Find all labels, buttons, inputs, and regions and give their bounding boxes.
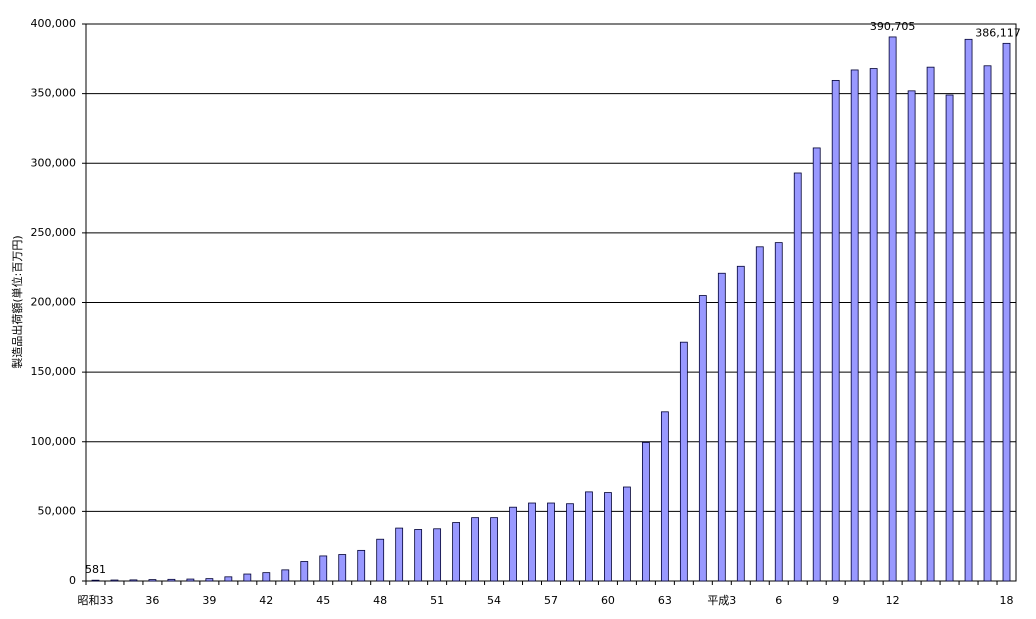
bar xyxy=(395,527,404,582)
value-label: 386,117 xyxy=(975,26,1021,39)
x-tick-label: 平成3 xyxy=(707,594,736,607)
bar xyxy=(736,265,745,582)
bar xyxy=(281,569,290,582)
bar xyxy=(604,492,612,582)
bar xyxy=(433,528,442,582)
x-tick-label: 45 xyxy=(316,594,330,607)
bar xyxy=(623,486,631,582)
bar xyxy=(129,579,138,582)
x-tick-label: 54 xyxy=(487,594,501,607)
bar xyxy=(148,579,157,582)
bar xyxy=(1002,42,1011,582)
bar xyxy=(641,442,650,582)
x-tick-label: 48 xyxy=(373,594,387,607)
bar xyxy=(509,506,517,582)
bar xyxy=(471,517,479,582)
y-tick-label: 100,000 xyxy=(31,435,77,448)
bar xyxy=(964,38,973,582)
y-tick-label: 150,000 xyxy=(31,365,77,378)
value-label: 581 xyxy=(85,563,106,576)
y-tick-label: 350,000 xyxy=(31,87,77,100)
bar xyxy=(812,147,821,582)
bar xyxy=(490,517,498,582)
bar xyxy=(414,529,423,582)
y-tick-label: 0 xyxy=(69,574,76,587)
x-tick-label: 39 xyxy=(202,594,216,607)
x-tick-label: 12 xyxy=(886,594,900,607)
bar xyxy=(205,578,214,582)
bar xyxy=(262,572,271,582)
bar xyxy=(888,36,897,582)
bar xyxy=(660,411,669,582)
bar xyxy=(793,172,802,582)
x-tick-label: 42 xyxy=(259,594,273,607)
x-tick-label: 36 xyxy=(145,594,159,607)
bar xyxy=(831,79,840,582)
bar xyxy=(755,246,764,582)
y-tick-label: 50,000 xyxy=(38,504,77,517)
x-tick-label: 6 xyxy=(775,594,782,607)
bar xyxy=(528,502,536,582)
value-label: 390,705 xyxy=(870,20,916,33)
bar xyxy=(338,554,347,582)
bar xyxy=(91,579,100,582)
bar xyxy=(376,538,385,582)
y-axis-label: 製造品出荷額(単位:百万円) xyxy=(10,235,24,368)
bar xyxy=(869,68,878,582)
x-tick-label: 18 xyxy=(1000,594,1014,607)
bar xyxy=(186,578,195,582)
y-tick-label: 400,000 xyxy=(31,17,77,30)
bar xyxy=(452,522,461,582)
x-tick-label: 昭和33 xyxy=(77,594,113,607)
x-tick-label: 57 xyxy=(544,594,558,607)
bar xyxy=(300,561,309,582)
y-tick-label: 200,000 xyxy=(31,296,77,309)
bar xyxy=(243,573,252,582)
bar xyxy=(566,503,574,582)
x-tick-label: 60 xyxy=(601,594,615,607)
bar xyxy=(774,242,783,582)
bar xyxy=(357,549,366,582)
bar xyxy=(319,555,328,582)
bar xyxy=(110,579,119,582)
y-tick-label: 250,000 xyxy=(31,226,77,239)
bar xyxy=(850,69,859,582)
bar xyxy=(547,502,555,582)
x-tick-label: 9 xyxy=(832,594,839,607)
bar xyxy=(945,94,954,582)
bar xyxy=(224,576,233,582)
x-tick-label: 51 xyxy=(430,594,444,607)
bar xyxy=(585,491,593,582)
y-tick-label: 300,000 xyxy=(31,156,77,169)
bar xyxy=(926,66,935,582)
bar xyxy=(167,578,176,582)
bar xyxy=(907,90,916,582)
bar xyxy=(698,295,707,582)
bar xyxy=(679,341,688,582)
x-tick-label: 63 xyxy=(658,594,672,607)
bar xyxy=(983,65,992,582)
bar xyxy=(717,272,726,582)
